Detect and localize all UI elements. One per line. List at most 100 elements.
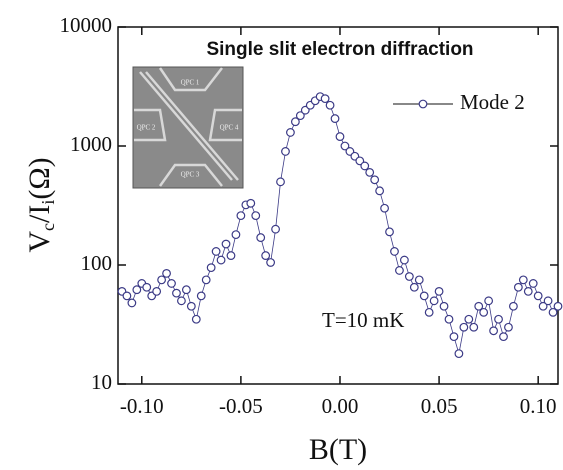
y-label-sub: i bbox=[38, 200, 58, 205]
data-point bbox=[226, 251, 236, 260]
data-point bbox=[533, 291, 543, 301]
data-point bbox=[330, 114, 340, 123]
x-tick-label: 0.10 bbox=[520, 394, 557, 418]
data-point bbox=[479, 307, 489, 317]
y-tick-label: 100 bbox=[81, 251, 113, 275]
data-point bbox=[454, 349, 464, 359]
data-point bbox=[181, 285, 191, 295]
legend-marker bbox=[418, 99, 428, 109]
data-point bbox=[375, 186, 385, 196]
data-point bbox=[499, 332, 508, 342]
data-point bbox=[186, 301, 196, 311]
data-point bbox=[444, 314, 454, 324]
data-point bbox=[419, 291, 429, 301]
data-point bbox=[172, 288, 181, 298]
inset-label: QPC 4 bbox=[220, 124, 239, 132]
y-tick-label: 10000 bbox=[60, 13, 113, 37]
inset-gates bbox=[134, 67, 242, 187]
y-label-part: /I bbox=[23, 205, 56, 223]
data-point bbox=[122, 291, 132, 301]
x-tick-label: -0.05 bbox=[219, 394, 263, 418]
data-point bbox=[548, 307, 558, 317]
data-point bbox=[266, 258, 276, 267]
data-point bbox=[246, 198, 256, 208]
data-point bbox=[404, 272, 414, 281]
data-point bbox=[553, 301, 563, 311]
data-point bbox=[395, 266, 404, 275]
data-point bbox=[340, 141, 350, 151]
data-point bbox=[251, 211, 261, 221]
data-point bbox=[276, 177, 285, 187]
x-tick-label: 0.05 bbox=[421, 394, 458, 418]
data-point bbox=[132, 285, 142, 295]
data-point bbox=[236, 211, 246, 221]
inset-label: QPC 1 bbox=[181, 79, 200, 87]
data-point bbox=[271, 224, 280, 234]
data-point bbox=[290, 117, 300, 127]
data-point bbox=[370, 175, 380, 185]
data-point bbox=[464, 314, 474, 324]
data-point bbox=[489, 326, 498, 336]
data-point bbox=[152, 287, 162, 296]
chart-title: Single slit electron diffraction bbox=[206, 39, 473, 60]
data-point bbox=[256, 233, 266, 242]
data-point bbox=[494, 314, 503, 324]
legend-label: Mode 2 bbox=[460, 90, 525, 114]
data-point bbox=[528, 279, 538, 288]
data-point bbox=[177, 296, 186, 306]
y-label-part: V bbox=[23, 231, 56, 253]
data-point bbox=[142, 282, 152, 292]
inset-label: QPC 2 bbox=[137, 124, 156, 132]
data-point bbox=[409, 282, 419, 292]
inset-label: QPC 3 bbox=[181, 171, 200, 179]
data-point bbox=[518, 275, 528, 285]
inset: QPC 1 QPC 2 QPC 4 QPC 3 bbox=[132, 66, 244, 189]
data-point bbox=[504, 322, 513, 332]
data-point bbox=[474, 301, 484, 311]
data-point bbox=[538, 301, 548, 311]
y-tick-label: 10 bbox=[91, 370, 112, 394]
data-point bbox=[414, 275, 424, 285]
data-point bbox=[162, 268, 171, 278]
data-point bbox=[509, 301, 518, 311]
data-point bbox=[231, 230, 241, 240]
y-axis-label: Vc/Ii(Ω) bbox=[23, 157, 58, 252]
plot-frame bbox=[117, 26, 559, 385]
data-point bbox=[216, 255, 226, 265]
data-point bbox=[295, 111, 305, 121]
data-point bbox=[360, 161, 370, 171]
data-point bbox=[157, 275, 167, 285]
data-point bbox=[196, 291, 206, 301]
data-point bbox=[434, 287, 444, 296]
data-point bbox=[127, 298, 137, 308]
data-point bbox=[439, 301, 449, 311]
data-point bbox=[399, 255, 409, 265]
data-point bbox=[385, 227, 394, 237]
data-point bbox=[261, 251, 271, 260]
data-point bbox=[424, 307, 434, 317]
data-point bbox=[523, 287, 533, 296]
data-point bbox=[191, 314, 201, 324]
data-point bbox=[211, 247, 221, 256]
data-point bbox=[484, 296, 494, 306]
data-point bbox=[201, 275, 211, 285]
x-tick-label: -0.10 bbox=[120, 394, 164, 418]
y-label-sub: c bbox=[38, 223, 58, 231]
data-point bbox=[286, 128, 295, 137]
data-point bbox=[221, 239, 231, 249]
data-point bbox=[390, 247, 399, 256]
data-point bbox=[281, 147, 290, 156]
data-point bbox=[459, 322, 469, 332]
data-point bbox=[469, 322, 479, 332]
data-point bbox=[335, 132, 345, 141]
x-axis-label: B(T) bbox=[309, 433, 367, 466]
data-point bbox=[449, 332, 459, 342]
data-point bbox=[325, 100, 335, 110]
data-point bbox=[206, 263, 216, 273]
data-point bbox=[167, 279, 176, 288]
data-point bbox=[365, 167, 375, 177]
data-point bbox=[380, 203, 389, 213]
y-label-part: (Ω) bbox=[23, 157, 56, 199]
x-tick-label: 0.00 bbox=[322, 394, 359, 418]
